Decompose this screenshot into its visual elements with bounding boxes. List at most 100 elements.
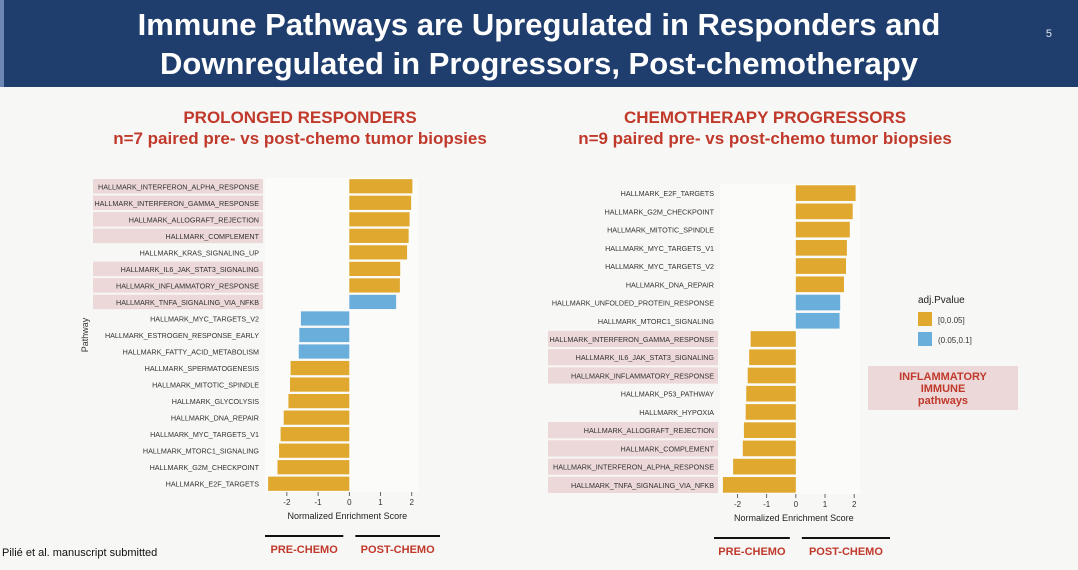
- right-category-label: HALLMARK_HYPOXIA: [639, 408, 714, 417]
- right-category-label: HALLMARK_INFLAMMATORY_RESPONSE: [571, 371, 714, 380]
- left-highlight-row: [93, 195, 263, 211]
- right-panel-header: CHEMOTHERAPY PROGRESSORS n=9 paired pre-…: [555, 107, 975, 149]
- right-x-tick-label: 1: [823, 500, 828, 509]
- title-bar: Immune Pathways are Upregulated in Respo…: [0, 0, 1078, 87]
- right-category-label: HALLMARK_INTERFERON_GAMMA_RESPONSE: [549, 335, 714, 344]
- right-category-label: HALLMARK_MTORC1_SIGNALING: [598, 317, 715, 326]
- right-bar: [742, 440, 796, 457]
- left-bar: [268, 476, 350, 491]
- legend-swatch-marginal: [918, 332, 932, 346]
- left-y-axis-label: Pathway: [80, 317, 90, 352]
- legend-label-marginal: (0.05,0.1]: [938, 336, 972, 345]
- right-category-label: HALLMARK_COMPLEMENT: [621, 444, 715, 453]
- right-category-label: HALLMARK_MYC_TARGETS_V2: [605, 262, 714, 271]
- legend-box-line-3: pathways: [917, 395, 969, 407]
- left-pre-chemo-label: PRE-CHEMO: [271, 544, 339, 556]
- right-bar: [795, 276, 844, 293]
- right-bar: [795, 294, 841, 311]
- right-bar: [795, 203, 853, 220]
- right-x-tick-label: 2: [852, 500, 857, 509]
- left-bar: [349, 261, 401, 277]
- left-x-tick-label: -2: [283, 498, 291, 507]
- right-highlight-row: [548, 440, 718, 457]
- left-category-label: HALLMARK_DNA_REPAIR: [171, 414, 259, 423]
- right-panel-subtitle: n=9 paired pre- vs post-chemo tumor biop…: [578, 129, 952, 148]
- right-bar: [795, 258, 846, 274]
- pvalue-legend: adj.Pvalue [0,0.05] (0.05,0.1]: [918, 295, 972, 346]
- right-bar: [795, 239, 847, 256]
- left-category-label: HALLMARK_G2M_CHECKPOINT: [150, 463, 260, 472]
- right-category-label: HALLMARK_P53_PATHWAY: [621, 390, 714, 399]
- right-panel-title: CHEMOTHERAPY PROGRESSORS: [623, 108, 907, 127]
- right-category-label: HALLMARK_E2F_TARGETS: [621, 189, 715, 198]
- left-highlight-row: [93, 294, 263, 310]
- left-highlight-row: [93, 278, 263, 293]
- left-category-label: HALLMARK_MTORC1_SIGNALING: [143, 447, 260, 456]
- left-bar: [289, 377, 350, 392]
- left-bar: [277, 460, 350, 475]
- right-x-axis-label: Normalized Enrichment Score: [734, 513, 854, 523]
- left-category-label: HALLMARK_INTERFERON_ALPHA_RESPONSE: [98, 182, 259, 191]
- left-bar: [349, 294, 397, 310]
- left-bar: [283, 410, 350, 425]
- left-bar: [280, 427, 350, 442]
- left-bar: [349, 228, 409, 243]
- left-category-label: HALLMARK_COMPLEMENT: [166, 232, 260, 241]
- right-highlight-row: [548, 458, 718, 475]
- slide-number: 5: [1045, 28, 1052, 40]
- left-category-label: HALLMARK_KRAS_SIGNALING_UP: [140, 248, 260, 257]
- slide-title-line-2: Downregulated in Progressors, Post-chemo…: [160, 46, 918, 81]
- right-category-label: HALLMARK_DNA_REPAIR: [626, 280, 714, 289]
- inflammatory-immune-legend-box: INFLAMMATORY IMMUNE pathways: [868, 366, 1018, 410]
- right-pre-chemo-label: PRE-CHEMO: [718, 546, 786, 558]
- left-category-label: HALLMARK_ALLOGRAFT_REJECTION: [129, 215, 259, 224]
- left-category-label: HALLMARK_IL6_JAK_STAT3_SIGNALING: [121, 265, 260, 274]
- left-category-label: HALLMARK_MYC_TARGETS_V2: [150, 314, 259, 323]
- left-x-tick-label: 2: [410, 498, 415, 507]
- left-bar: [299, 327, 350, 343]
- left-bar: [349, 278, 400, 293]
- right-bar: [795, 312, 840, 329]
- slide-title-line-1: Immune Pathways are Upregulated in Respo…: [137, 7, 941, 42]
- left-highlight-row: [93, 179, 263, 194]
- left-bar: [290, 360, 350, 376]
- right-bar: [746, 385, 796, 402]
- legend-swatch-significant: [918, 312, 932, 326]
- legend-title: adj.Pvalue: [918, 295, 965, 306]
- right-bar: [733, 458, 796, 475]
- legend-box-line-2: IMMUNE: [920, 383, 966, 395]
- title-accent-rule: [0, 0, 4, 87]
- citation: Pilié et al. manuscript submitted: [2, 547, 158, 559]
- right-category-label: HALLMARK_INTERFERON_ALPHA_RESPONSE: [553, 463, 714, 472]
- right-highlight-row: [548, 349, 718, 366]
- left-x-axis-label: Normalized Enrichment Score: [288, 511, 408, 521]
- left-bar: [349, 212, 410, 227]
- left-highlight-row: [93, 261, 263, 277]
- left-highlight-row: [93, 228, 263, 244]
- right-category-label: HALLMARK_IL6_JAK_STAT3_SIGNALING: [576, 353, 715, 362]
- left-category-label: HALLMARK_INFLAMMATORY_RESPONSE: [116, 281, 259, 290]
- left-category-label: HALLMARK_SPERMATOGENESIS: [145, 364, 260, 373]
- left-bar: [288, 393, 350, 409]
- left-bar: [349, 195, 412, 210]
- right-bar: [743, 422, 796, 439]
- right-highlight-row: [548, 422, 718, 439]
- right-x-tick-label: -1: [763, 500, 771, 509]
- right-category-label: HALLMARK_UNFOLDED_PROTEIN_RESPONSE: [552, 299, 714, 308]
- right-category-label: HALLMARK_TNFA_SIGNALING_VIA_NFKB: [571, 481, 714, 490]
- left-post-chemo-label: POST-CHEMO: [361, 544, 435, 556]
- right-category-label: HALLMARK_ALLOGRAFT_REJECTION: [584, 426, 714, 435]
- left-category-label: HALLMARK_ESTROGEN_RESPONSE_EARLY: [105, 331, 259, 340]
- left-category-label: HALLMARK_MYC_TARGETS_V1: [150, 430, 259, 439]
- right-bar: [749, 349, 796, 366]
- left-panel-subtitle: n=7 paired pre- vs post-chemo tumor biop…: [113, 129, 487, 148]
- left-category-label: HALLMARK_FATTY_ACID_METABOLISM: [123, 348, 259, 357]
- left-bar: [349, 179, 413, 194]
- left-panel-title: PROLONGED RESPONDERS: [183, 108, 417, 127]
- legend-box-line-1: INFLAMMATORY: [899, 371, 987, 383]
- left-bar: [300, 311, 350, 326]
- left-category-label: HALLMARK_GLYCOLYSIS: [172, 397, 259, 406]
- left-category-label: HALLMARK_INTERFERON_GAMMA_RESPONSE: [94, 199, 259, 208]
- right-bar: [722, 477, 796, 493]
